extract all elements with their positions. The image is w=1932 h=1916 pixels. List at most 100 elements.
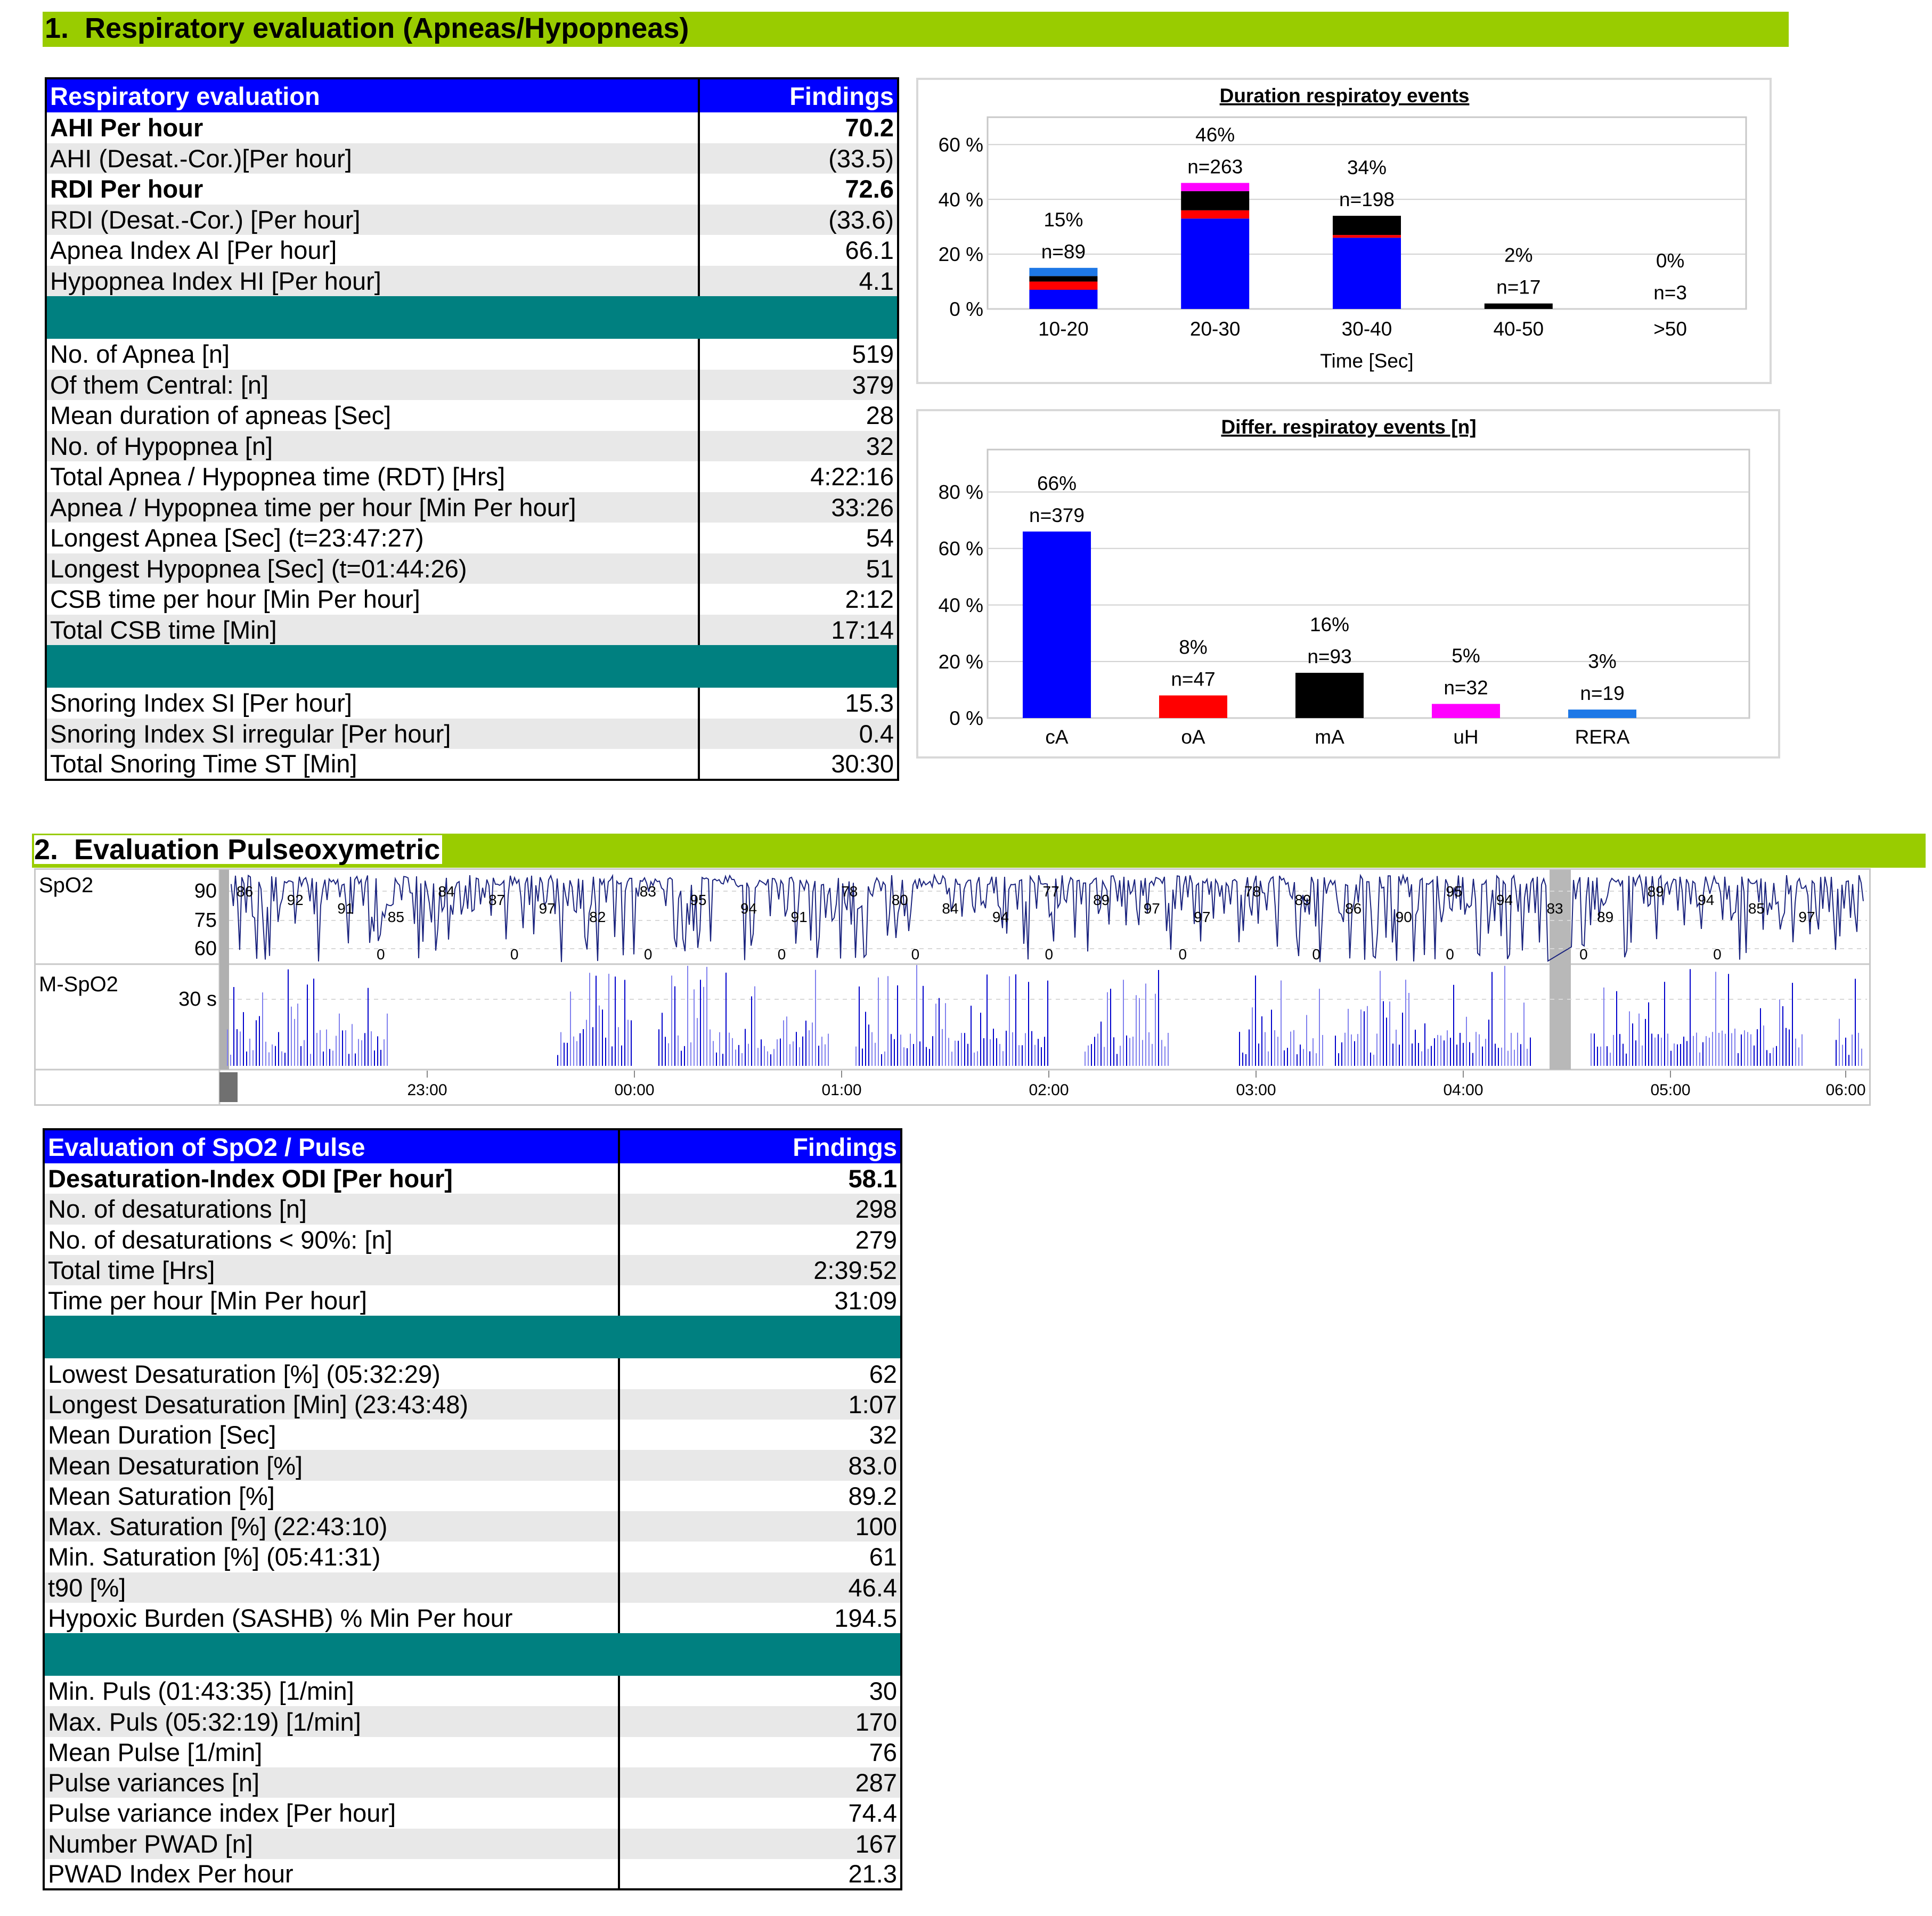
- y-tick-label: 60 %: [939, 538, 983, 560]
- y-tick-label: 0 %: [949, 298, 983, 320]
- table-row: Total Apnea / Hypopnea time (RDT) [Hrs] 4…: [46, 461, 898, 492]
- row-label: Pulse variances [n]: [44, 1767, 620, 1798]
- x-tick-label: oA: [1181, 726, 1205, 748]
- spo2-annotation: 95: [690, 892, 706, 908]
- spo2-zero-annotation: 0: [377, 946, 385, 963]
- x-tick-label: 30-40: [1342, 318, 1392, 340]
- row-label: Longest Desaturation [Min] (23:43:48): [44, 1389, 620, 1420]
- spo2-zero-annotation: 0: [1312, 946, 1320, 963]
- duration-respiratory-events-chart: Duration respiratoy events 0 % 20 % 40 % 60 …: [939, 85, 1747, 372]
- time-tick-label: 03:00: [1236, 1081, 1276, 1099]
- spo2-annotation: 84: [438, 883, 454, 900]
- percent-label: 34%: [1347, 157, 1387, 178]
- row-label: Min. Saturation [%] (05:41:31): [44, 1542, 620, 1572]
- bar-oA: [1159, 695, 1227, 718]
- time-tick-label: 04:00: [1443, 1081, 1483, 1099]
- table-row: Longest Apnea [Sec] (t=23:47:27) 54: [46, 523, 898, 553]
- spo2-annotation: 95: [1446, 883, 1462, 900]
- row-label: Lowest Desaturation [%] (05:32:29): [44, 1358, 620, 1389]
- spo2-annotation: 97: [1144, 900, 1160, 917]
- spo2-annotation: 78: [1244, 883, 1261, 900]
- row-value: 2:12: [845, 585, 894, 614]
- duration-chart-panel: Duration respiratoy events 0 % 20 % 40 % 60 …: [916, 78, 1772, 384]
- count-label: n=32: [1444, 676, 1488, 698]
- count-label: n=47: [1171, 668, 1215, 690]
- row-label: Desaturation-Index ODI [Per hour]: [44, 1163, 620, 1194]
- table-row: Mean Desaturation [%] 83.0: [44, 1450, 901, 1481]
- row-value: 70.2: [845, 113, 894, 142]
- row-label: Mean Duration [Sec]: [44, 1420, 620, 1450]
- row-value: 379: [699, 369, 898, 400]
- table-row: Snoring Index SI irregular [Per hour] 0.4: [46, 718, 898, 749]
- spo2-annotation: 92: [287, 892, 304, 908]
- bar-segment-mA: [1333, 216, 1401, 235]
- row-label: Min. Puls (01:43:35) [1/min]: [44, 1676, 620, 1707]
- count-label: n=17: [1496, 276, 1540, 298]
- bar-segment-cA: [1181, 218, 1250, 309]
- row-value: 54: [866, 524, 894, 552]
- spo2-annotation: 94: [740, 900, 757, 917]
- count-label: n=3: [1653, 282, 1687, 304]
- spo2-annotation: 83: [1546, 900, 1563, 917]
- spo2-zero-annotation: 0: [911, 946, 920, 963]
- row-value: 83.0: [619, 1450, 901, 1481]
- row-value: 46.4: [619, 1572, 901, 1603]
- row-value: 33:26: [699, 492, 898, 523]
- y-tick-label: 40 %: [939, 594, 983, 616]
- row-label: Longest Hypopnea [Sec] (t=01:44:26): [46, 553, 700, 584]
- spo2-zero-annotation: 0: [778, 946, 786, 963]
- spo2-annotation: 91: [791, 909, 808, 925]
- mspo2-y-tick: 30 s: [178, 988, 217, 1010]
- chart-title: Duration respiratoy events: [1220, 85, 1470, 107]
- percent-label: 8%: [1179, 637, 1207, 658]
- count-label: n=198: [1339, 189, 1395, 210]
- table-row: Mean Pulse [1/min] 76: [44, 1736, 901, 1768]
- table-row: No. of Apnea [n] 519: [46, 339, 898, 370]
- spo2-annotation: 85: [388, 909, 404, 925]
- row-value: 30: [869, 1677, 897, 1706]
- section-1-bar: [43, 12, 1789, 47]
- differ-respiratory-events-chart: Differ. respiratoy events [n] 0 % 20 % 40 %…: [939, 416, 1750, 748]
- row-value: 28: [866, 401, 894, 430]
- bar-segment-oA: [1181, 210, 1250, 219]
- row-label: Hypoxic Burden (SASHB) % Min Per hour: [44, 1602, 620, 1634]
- section-2-number: 2.: [34, 834, 59, 866]
- row-label: Max. Saturation [%] (22:43:10): [44, 1511, 620, 1542]
- row-label: Mean Saturation [%]: [44, 1480, 620, 1511]
- row-value: 31:09: [834, 1286, 897, 1315]
- x-tick-label: >50: [1653, 318, 1687, 340]
- spo2-annotation: 84: [942, 900, 958, 917]
- bar-uH: [1432, 704, 1500, 718]
- table-row: Longest Hypopnea [Sec] (t=01:44:26) 51: [46, 553, 898, 584]
- section-2-title: 2. Evaluation Pulseoxymetric: [34, 834, 443, 866]
- y-tick-label: 40 %: [939, 189, 983, 210]
- table-row: No. of desaturations [n] 298: [44, 1194, 901, 1225]
- row-value: 298: [619, 1194, 901, 1225]
- section-1-number: 1.: [45, 12, 69, 44]
- row-label: No. of desaturations < 90%: [n]: [44, 1224, 620, 1255]
- spo2-annotation: 97: [1798, 909, 1815, 925]
- table-row: Min. Saturation [%] (05:41:31) 61: [44, 1542, 901, 1572]
- row-value: 4.1: [699, 265, 898, 296]
- count-label: n=19: [1580, 682, 1624, 704]
- spo2-annotation: 89: [1597, 909, 1613, 925]
- x-tick-label: 40-50: [1493, 318, 1544, 340]
- row-label: Mean Pulse [1/min]: [44, 1736, 620, 1768]
- spo2-annotation: 78: [841, 883, 858, 900]
- row-value: 100: [619, 1511, 901, 1542]
- percent-label: 3%: [1588, 650, 1616, 672]
- row-value: 194.5: [834, 1604, 897, 1632]
- separator-row: [46, 645, 898, 688]
- table-row: Apnea / Hypopnea time per hour [Min Per …: [46, 492, 898, 523]
- row-label: No. of Apnea [n]: [46, 339, 700, 370]
- row-value: 32: [699, 430, 898, 461]
- bar-segment-mA: [1484, 303, 1553, 309]
- table-row: AHI (Desat.-Cor.)[Per hour] (33.5): [46, 143, 898, 174]
- percent-label: 2%: [1504, 244, 1532, 266]
- table-row: CSB time per hour [Min Per hour] 2:12: [46, 584, 898, 615]
- row-label: Max. Puls (05:32:19) [1/min]: [44, 1706, 620, 1737]
- row-label: RDI Per hour: [46, 174, 700, 205]
- axis-start-block: [219, 1072, 238, 1102]
- bar-cA: [1023, 531, 1091, 718]
- row-label: Mean duration of apneas [Sec]: [46, 400, 700, 431]
